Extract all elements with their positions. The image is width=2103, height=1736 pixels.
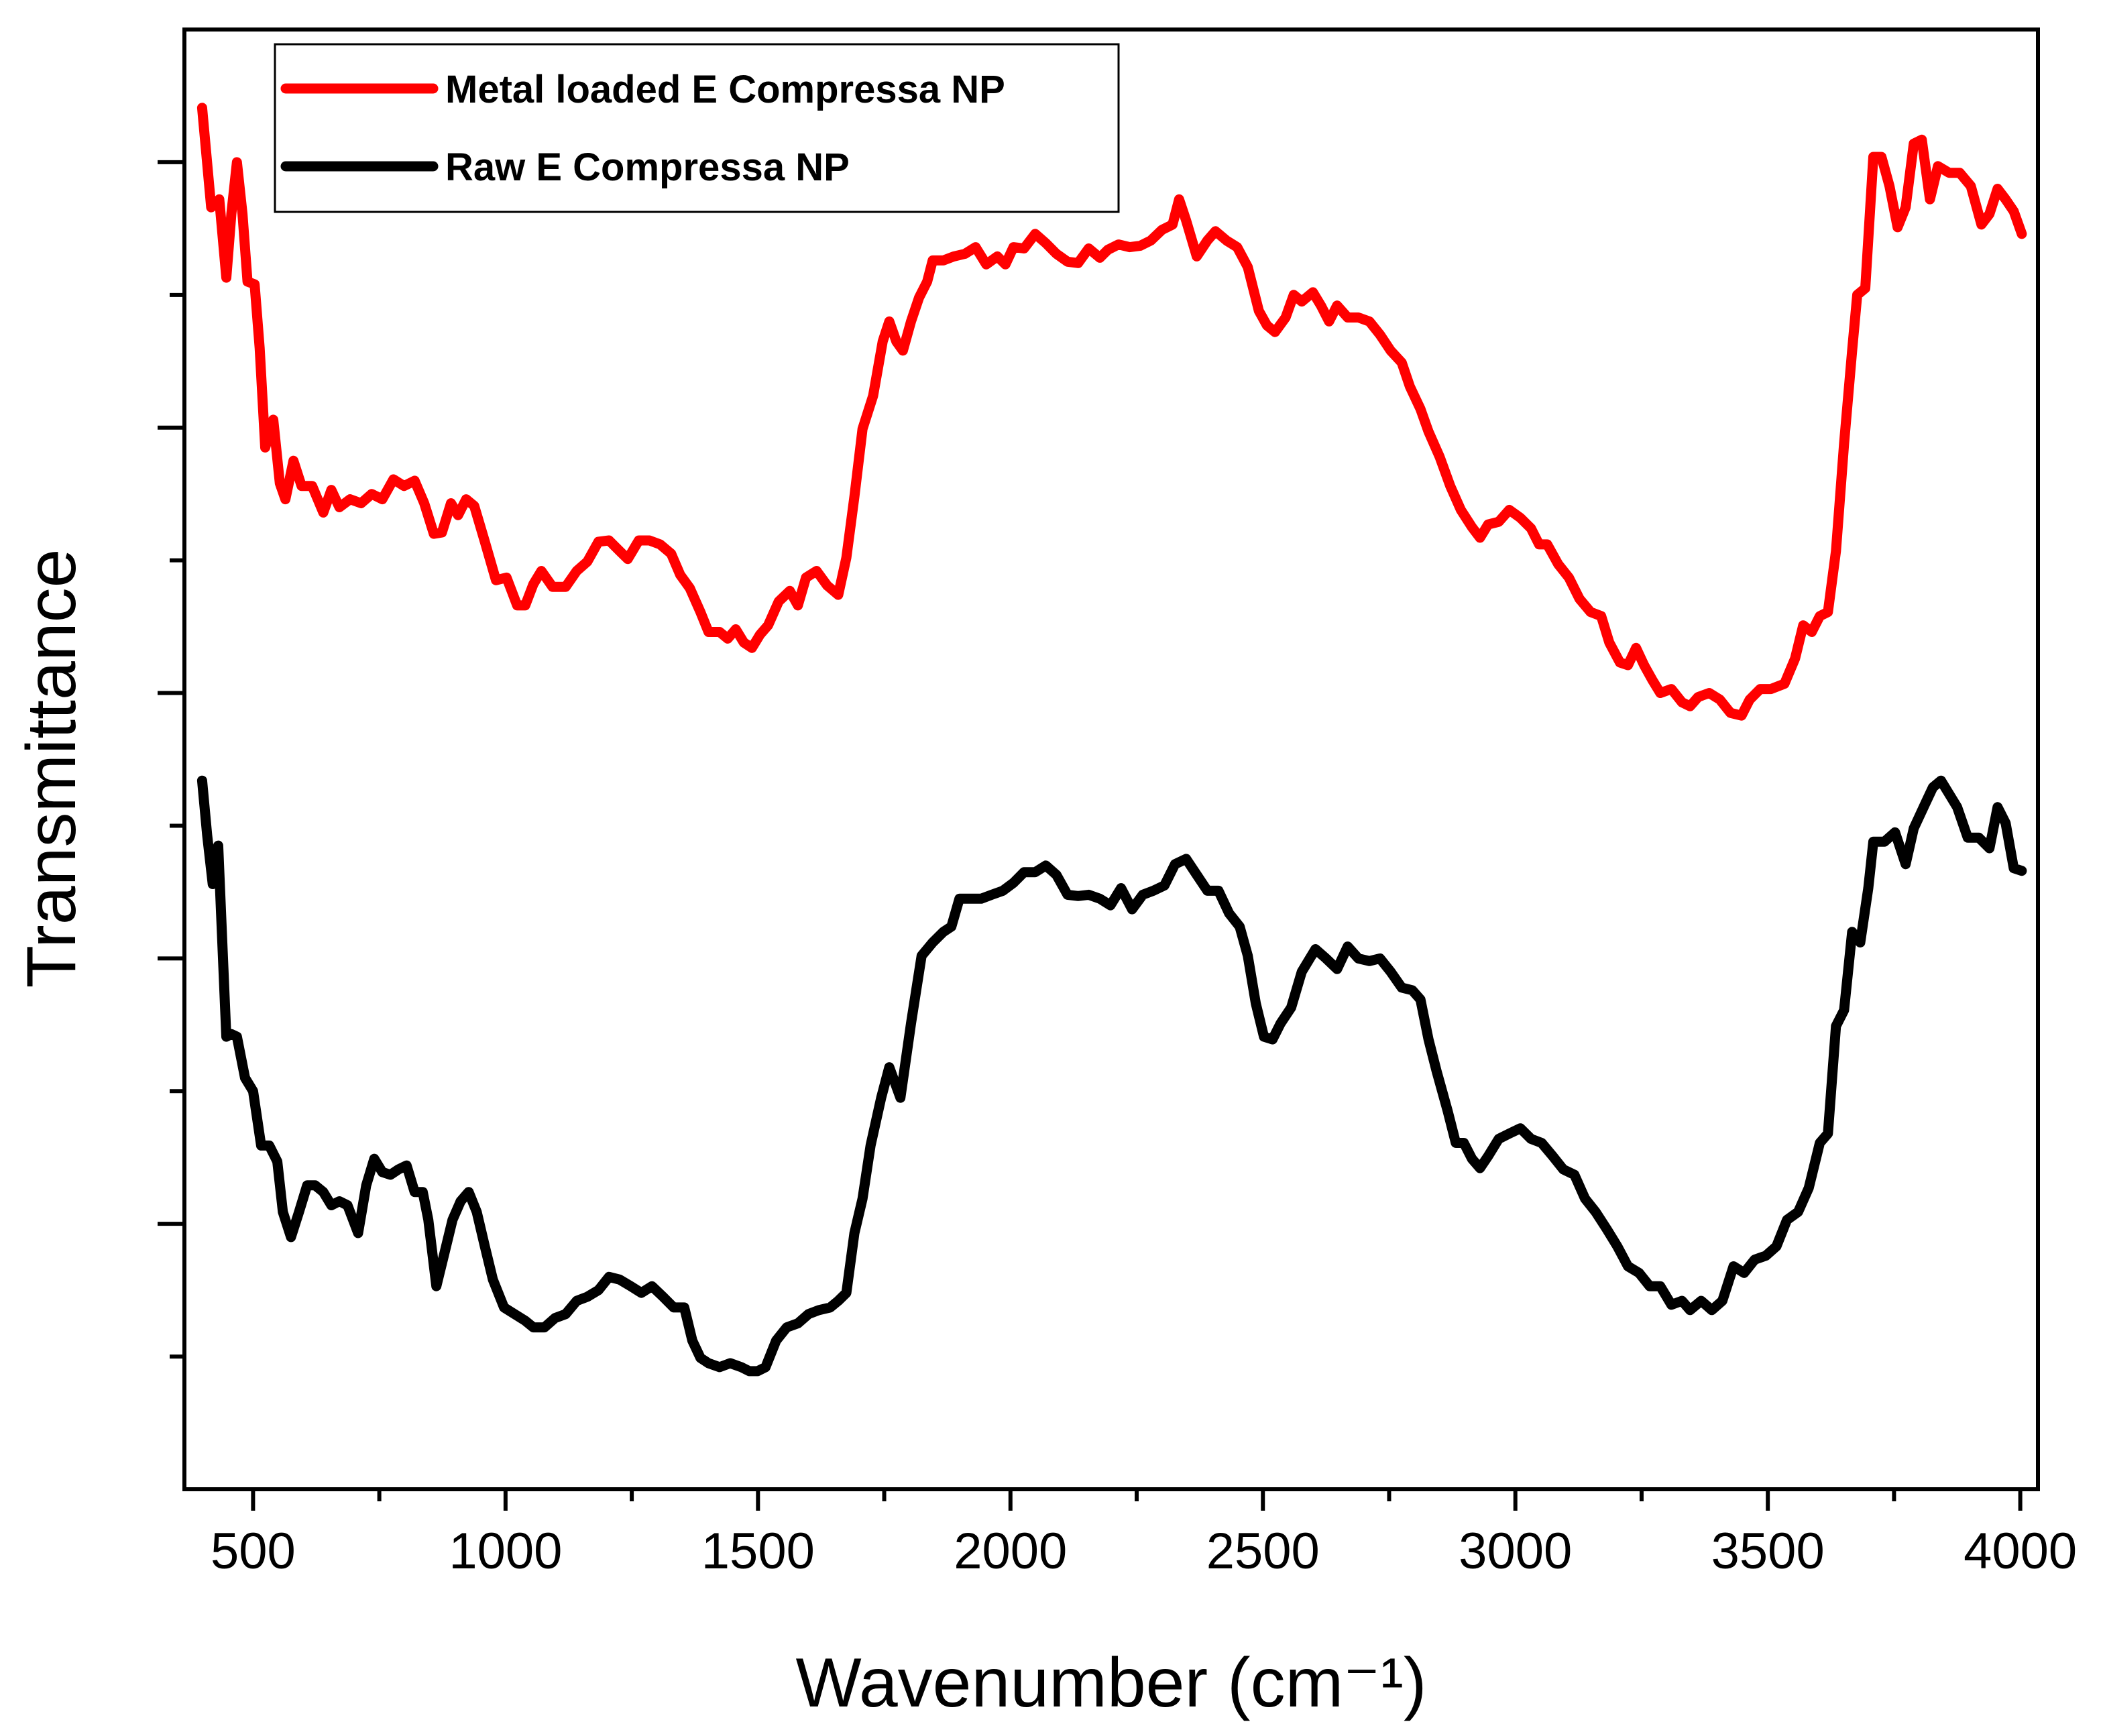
series-line bbox=[196, 775, 2027, 1377]
x-tick-label: 4000 bbox=[1964, 1523, 2077, 1580]
x-tick-label: 1000 bbox=[449, 1523, 562, 1580]
x-tick-label: 1500 bbox=[701, 1523, 815, 1580]
x-tick-label: 500 bbox=[211, 1523, 296, 1580]
plot-frame bbox=[182, 27, 2040, 1491]
legend-label: Raw E Compressa NP bbox=[445, 146, 850, 189]
x-tick-label: 3000 bbox=[1459, 1523, 1572, 1580]
legend-box bbox=[274, 43, 1120, 213]
x-axis-title: Wavenumber (cm⁻¹) bbox=[796, 1644, 1427, 1722]
x-tick-label: 2000 bbox=[954, 1523, 1067, 1580]
y-axis-title: Transmittance bbox=[13, 548, 91, 988]
series-line bbox=[196, 103, 2027, 721]
x-tick-label: 2500 bbox=[1206, 1523, 1320, 1580]
x-tick-label: 3500 bbox=[1711, 1523, 1825, 1580]
legend-label: Metal loaded E Compressa NP bbox=[445, 68, 1005, 111]
